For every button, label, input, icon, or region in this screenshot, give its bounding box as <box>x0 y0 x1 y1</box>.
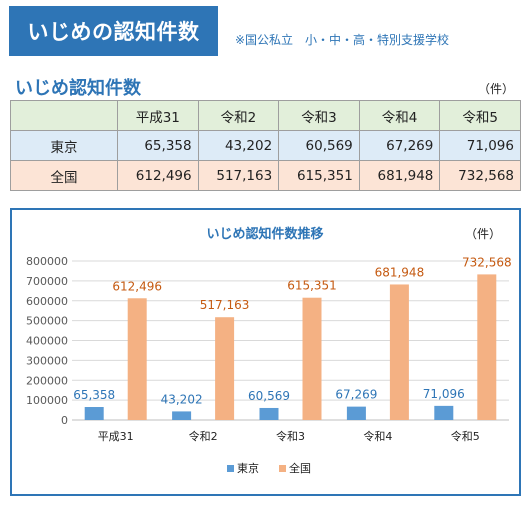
legend-swatch-tokyo <box>227 465 234 472</box>
tokyo-data-label: 43,202 <box>161 392 203 406</box>
tokyo-bar <box>346 406 366 420</box>
table-title: いじめ認知件数 <box>15 78 141 99</box>
table-cell: 732,568 <box>439 160 521 191</box>
column-header: 令和3 <box>278 100 360 131</box>
table-unit-label: （件） <box>478 82 515 96</box>
column-header: 平成31 <box>117 100 199 131</box>
zenkoku-data-label: 615,351 <box>287 279 337 293</box>
zenkoku-bar <box>389 284 409 420</box>
chart-frame: いじめ認知件数推移 （件） 65,358 612,496 43,202 517,163… <box>10 208 521 496</box>
y-tick-label: 800000 <box>26 255 68 268</box>
x-tick-label: 令和5 <box>451 429 480 443</box>
chart-title: いじめ認知件数推移 <box>206 226 323 242</box>
chart-unit-label: （件） <box>465 227 501 241</box>
zenkoku-bar <box>477 274 497 420</box>
tokyo-bar <box>84 407 104 420</box>
y-tick-label: 400000 <box>26 335 68 348</box>
table-cell: 67,269 <box>358 130 441 161</box>
tokyo-bar <box>259 407 279 420</box>
y-tick-label: 500000 <box>26 315 68 328</box>
y-tick-label: 100000 <box>26 394 68 407</box>
table-cell: 43,202 <box>197 130 280 161</box>
data-table: 平成31 令和2 令和3 令和4 令和5 東京 65,358 43,202 60… <box>10 100 521 191</box>
column-header: 令和2 <box>197 100 280 131</box>
zenkoku-data-label: 681,948 <box>375 265 425 279</box>
tokyo-data-label: 67,269 <box>335 388 377 402</box>
zenkoku-bar <box>127 298 147 420</box>
legend-label-tokyo: 東京 <box>237 461 259 475</box>
table-cell: 71,096 <box>439 130 521 161</box>
tokyo-data-label: 65,358 <box>73 388 115 402</box>
page-title: いじめの認知件数 <box>9 6 218 56</box>
tokyo-bar <box>172 411 192 420</box>
zenkoku-bar <box>302 297 322 420</box>
zenkoku-data-label: 517,163 <box>200 298 250 312</box>
y-tick-label: 700000 <box>26 275 68 288</box>
x-tick-label: 令和4 <box>363 429 392 443</box>
legend-swatch-zenkoku <box>279 465 286 472</box>
table-row: 全国 612,496 517,163 615,351 681,948 732,5… <box>10 160 521 191</box>
tokyo-data-label: 60,569 <box>248 389 290 403</box>
column-header: 令和4 <box>358 100 441 131</box>
x-tick-label: 令和3 <box>276 429 305 443</box>
bar-chart: いじめ認知件数推移 （件） 65,358 612,496 43,202 517,163… <box>26 226 512 475</box>
y-tick-label: 600000 <box>26 295 68 308</box>
tokyo-data-label: 71,096 <box>423 387 465 401</box>
y-tick-label: 200000 <box>26 374 68 387</box>
table-cell: 65,358 <box>117 130 199 161</box>
zenkoku-data-label: 732,568 <box>462 255 512 269</box>
x-tick-label: 平成31 <box>98 430 134 443</box>
table-cell: 517,163 <box>197 160 280 191</box>
y-tick-label: 0 <box>61 414 68 427</box>
row-header: 東京 <box>10 130 118 161</box>
scope-note: ※国公私立 小・中・高・特別支援学校 <box>235 33 450 47</box>
row-header: 全国 <box>10 160 118 191</box>
table-cell: 615,351 <box>278 160 360 191</box>
x-tick-label: 令和2 <box>189 429 218 443</box>
zenkoku-bar <box>215 317 235 420</box>
y-tick-label: 300000 <box>26 354 68 367</box>
table-cell: 60,569 <box>278 130 360 161</box>
zenkoku-data-label: 612,496 <box>112 279 162 293</box>
table-header-row: 平成31 令和2 令和3 令和4 令和5 <box>10 100 521 131</box>
table-cell: 612,496 <box>117 160 199 191</box>
table-cell: 681,948 <box>358 160 441 191</box>
legend-label-zenkoku: 全国 <box>289 461 311 475</box>
tokyo-bar <box>434 405 454 420</box>
column-header: 令和5 <box>439 100 521 131</box>
table-corner-cell <box>10 100 118 131</box>
table-row: 東京 65,358 43,202 60,569 67,269 71,096 <box>10 130 521 161</box>
